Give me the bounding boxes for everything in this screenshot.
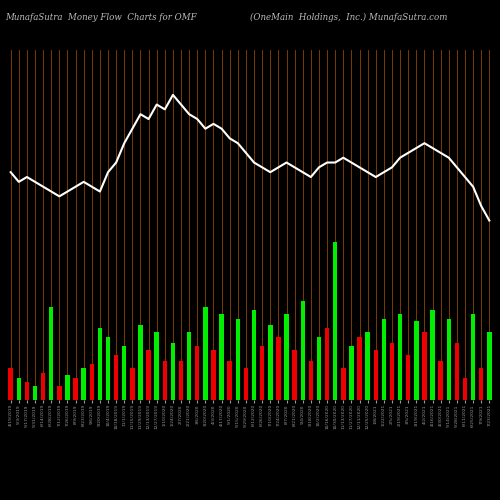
Bar (146, 350, 151, 400)
Bar (49, 306, 54, 400)
Bar (236, 319, 240, 400)
Bar (122, 346, 126, 400)
Bar (138, 324, 142, 400)
Bar (212, 350, 216, 400)
Text: (OneMain  Holdings,  Inc.) MunafaSutra.com: (OneMain Holdings, Inc.) MunafaSutra.com (250, 12, 448, 22)
Bar (24, 382, 29, 400)
Bar (358, 337, 362, 400)
Bar (244, 368, 248, 400)
Bar (228, 360, 232, 400)
Bar (446, 319, 451, 400)
Bar (374, 350, 378, 400)
Bar (300, 302, 305, 400)
Bar (292, 350, 297, 400)
Bar (398, 314, 402, 400)
Bar (438, 360, 443, 400)
Bar (471, 314, 476, 400)
Bar (8, 368, 13, 400)
Bar (276, 337, 280, 400)
Bar (382, 319, 386, 400)
Bar (106, 337, 110, 400)
Bar (252, 310, 256, 400)
Bar (463, 378, 467, 400)
Bar (130, 368, 134, 400)
Bar (333, 242, 338, 400)
Bar (179, 360, 184, 400)
Bar (33, 386, 37, 400)
Bar (90, 364, 94, 400)
Bar (454, 342, 459, 400)
Bar (203, 306, 207, 400)
Bar (41, 373, 46, 400)
Bar (57, 386, 62, 400)
Bar (414, 321, 418, 400)
Bar (195, 346, 200, 400)
Bar (390, 342, 394, 400)
Bar (16, 378, 21, 400)
Bar (308, 360, 313, 400)
Bar (268, 324, 272, 400)
Bar (341, 368, 345, 400)
Bar (220, 314, 224, 400)
Bar (316, 337, 321, 400)
Text: MunafaSutra  Money Flow  Charts for OMF: MunafaSutra Money Flow Charts for OMF (5, 12, 196, 22)
Bar (366, 332, 370, 400)
Bar (65, 375, 70, 400)
Bar (260, 346, 264, 400)
Bar (162, 360, 167, 400)
Bar (479, 368, 484, 400)
Bar (98, 328, 102, 400)
Bar (406, 355, 410, 400)
Bar (82, 368, 86, 400)
Bar (349, 346, 354, 400)
Bar (325, 328, 330, 400)
Bar (114, 355, 118, 400)
Bar (487, 332, 492, 400)
Bar (154, 332, 159, 400)
Bar (187, 332, 192, 400)
Bar (74, 378, 78, 400)
Bar (422, 332, 426, 400)
Bar (284, 314, 288, 400)
Bar (430, 310, 435, 400)
Bar (170, 342, 175, 400)
